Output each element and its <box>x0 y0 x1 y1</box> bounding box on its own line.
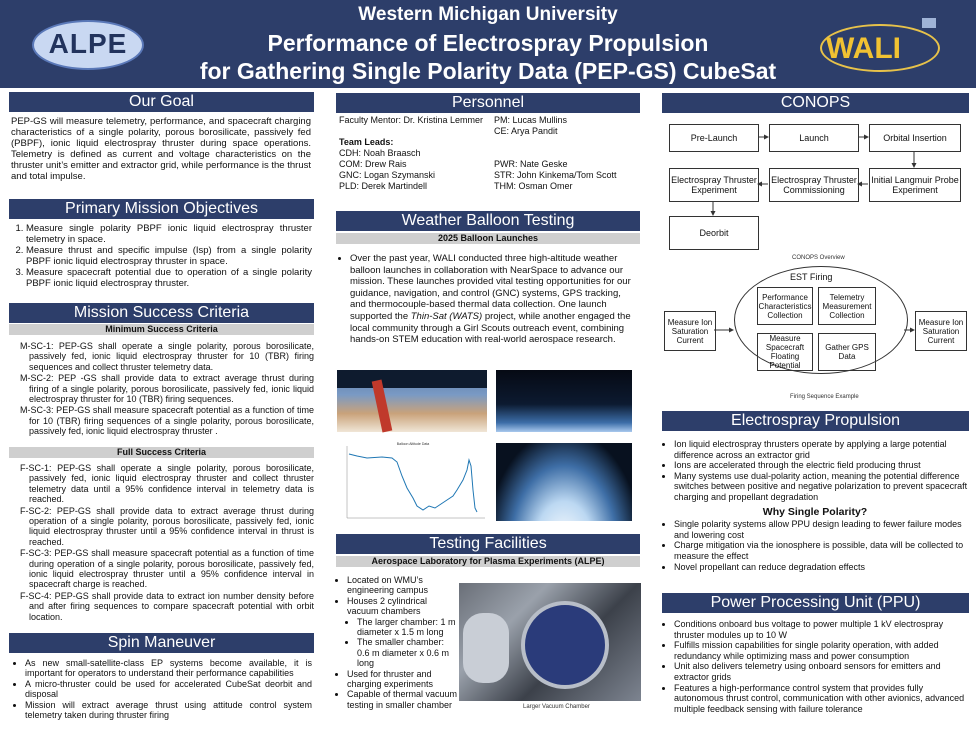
firing-arrows <box>714 327 915 333</box>
min-criteria-heading: Minimum Success Criteria <box>9 324 314 335</box>
est-firing-ellipse <box>734 266 908 374</box>
pld-name: PLD: Derek Martindell <box>339 181 428 191</box>
spin-item: Mission will extract average thrust usin… <box>25 700 312 721</box>
electrospray-list: Ion liquid electrospray thrusters operat… <box>662 439 968 572</box>
conops-overview-caption: CONOPS Overview <box>792 255 845 261</box>
ion-current-right-box: Measure Ion Saturation Current <box>915 311 967 351</box>
balloon-altitude-plot: Balloon Altitude Data <box>337 440 489 526</box>
goal-text: PEP-GS will measure telemetry, performan… <box>11 116 311 182</box>
poster-title-line2: for Gathering Single Polarity Data (PEP-… <box>199 58 777 84</box>
criteria-item: F-SC-3: PEP-GS shall measure spacecraft … <box>20 548 314 590</box>
criteria-item: M-SC-2: PEP -GS shall provide data to ex… <box>20 373 314 405</box>
objective-item: Measure thrust and specific impulse (Isp… <box>26 245 312 267</box>
why-single-polarity: Why Single Polarity? <box>762 505 868 518</box>
com-name: COM: Drew Rais <box>339 159 407 169</box>
team-leads-label: Team Leads: <box>339 137 394 147</box>
testing-heading: Testing Facilities <box>336 534 640 554</box>
plot-title: Balloon Altitude Data <box>397 442 430 446</box>
inner-box: Gather GPS Data <box>818 333 876 371</box>
criteria-heading: Mission Success Criteria <box>9 303 314 323</box>
poster-title-line1: Performance of Electrospray Propulsion <box>267 30 709 56</box>
ppu-heading: Power Processing Unit (PPU) <box>662 593 969 613</box>
testing-subheading: Aerospace Laboratory for Plasma Experime… <box>336 556 640 567</box>
conops-box: Initial Langmuir Probe Experiment <box>869 168 961 202</box>
goal-heading: Our Goal <box>9 92 314 112</box>
conops-heading: CONOPS <box>662 93 969 113</box>
pwr-name: PWR: Nate Geske <box>494 159 568 169</box>
objective-item: Measure single polarity PBPF ionic liqui… <box>26 223 312 245</box>
ppu-list: Conditions onboard bus voltage to power … <box>662 619 968 714</box>
spin-list: As new small-satellite-class EP systems … <box>9 658 312 720</box>
conops-box: Launch <box>769 124 859 152</box>
min-criteria-list: M-SC-1: PEP-GS shall operate a single po… <box>20 341 314 438</box>
conops-box: Orbital Insertion <box>869 124 961 152</box>
poster-header: ALPE Western Michigan University Perform… <box>0 0 976 88</box>
objectives-list: Measure single polarity PBPF ionic liqui… <box>9 223 312 289</box>
objective-item: Measure spacecraft potential due to oper… <box>26 267 312 289</box>
ce-name: CE: Arya Pandit <box>494 126 558 136</box>
balloon-heading: Weather Balloon Testing <box>336 211 640 231</box>
gnc-name: GNC: Logan Szymanski <box>339 170 436 180</box>
inner-box: Performance Characteristics Collection <box>757 287 813 325</box>
est-firing-label: EST Firing <box>790 272 833 282</box>
balloon-text: Over the past year, WALI conducted three… <box>338 253 638 346</box>
str-name: STR: John Kinkema/Tom Scott <box>494 170 617 180</box>
satellite-icon <box>922 18 936 28</box>
conops-arrows <box>710 134 917 216</box>
balloon-subheading: 2025 Balloon Launches <box>336 233 640 244</box>
criteria-item: F-SC-1: PEP-GS shall operate a single po… <box>20 463 314 505</box>
balloon-photo-3 <box>496 443 632 521</box>
university-name: Western Michigan University <box>358 4 618 25</box>
thm-name: THM: Osman Omer <box>494 181 573 191</box>
inner-box: Telemetry Measurement Collection <box>818 287 876 325</box>
balloon-photo-2 <box>496 370 632 432</box>
vacuum-chamber-caption: Larger Vacuum Chamber <box>523 704 590 710</box>
criteria-item: M-SC-1: PEP-GS shall operate a single po… <box>20 341 314 372</box>
criteria-item: F-SC-2: PEP-GS shall provide data to ext… <box>20 505 314 547</box>
spin-item: A micro-thruster could be used for accel… <box>25 679 312 700</box>
spin-heading: Spin Maneuver <box>9 633 314 653</box>
conops-box: Deorbit <box>669 216 759 250</box>
criteria-item: F-SC-4: PEP-GS shall provide data to ext… <box>20 590 314 622</box>
full-criteria-list: F-SC-1: PEP-GS shall operate a single po… <box>20 463 314 623</box>
faculty-mentor: Faculty Mentor: Dr. Kristina Lemmer <box>339 115 484 125</box>
criteria-item: M-SC-3: PEP-GS shall measure spacecraft … <box>20 405 314 437</box>
inner-box: Measure Spacecraft Floating Potential <box>757 333 813 371</box>
alpe-logo: ALPE <box>32 20 144 70</box>
wali-logo: WALI <box>820 18 942 76</box>
testing-list: Located on WMU’s engineering campus Hous… <box>336 575 458 710</box>
vacuum-chamber-photo <box>459 583 641 701</box>
electrospray-heading: Electrospray Propulsion <box>662 411 969 431</box>
balloon-photo-1 <box>337 370 487 433</box>
ion-current-left-box: Measure Ion Saturation Current <box>664 311 716 351</box>
conops-box: Pre-Launch <box>669 124 759 152</box>
objectives-heading: Primary Mission Objectives <box>9 199 314 219</box>
spin-item: As new small-satellite-class EP systems … <box>25 658 312 679</box>
cdh-name: CDH: Noah Braasch <box>339 148 421 158</box>
pm-name: PM: Lucas Mullins <box>494 115 568 125</box>
personnel-heading: Personnel <box>336 93 640 113</box>
firing-sequence-caption: Firing Sequence Example <box>790 394 859 400</box>
full-criteria-heading: Full Success Criteria <box>9 447 314 458</box>
